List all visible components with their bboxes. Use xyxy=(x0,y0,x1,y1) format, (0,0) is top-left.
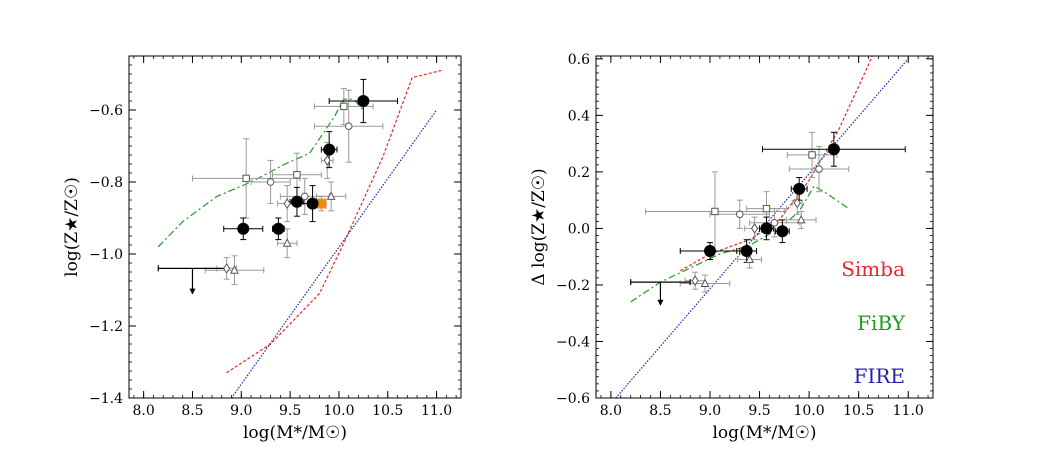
data-point-triangle xyxy=(745,254,755,264)
x-tick-label: 8.0 xyxy=(600,403,622,419)
data-point-square xyxy=(762,204,771,213)
data-point-triangle xyxy=(326,191,336,200)
x-tick-label: 11.0 xyxy=(421,403,452,419)
model-line-fire xyxy=(231,109,438,398)
x-tick-label: 8.5 xyxy=(649,403,671,419)
left-ticks: 8.0 8.5 9.0 9.5 10.0 10.5 11.0 −1.4 −1.2 −1.0 −0.8… xyxy=(89,55,461,419)
y-tick-label: −0.6 xyxy=(89,103,123,119)
data-point-square xyxy=(242,174,250,183)
y-tick-label: 0.0 xyxy=(568,221,590,237)
data-point-diamond xyxy=(691,275,699,287)
right-data-points xyxy=(691,143,840,288)
model-line-fiby xyxy=(157,98,364,248)
data-point-diamond xyxy=(793,197,801,209)
x-tick-label: 10.5 xyxy=(372,403,403,419)
x-tick-label: 8.5 xyxy=(181,403,203,419)
right-axes-frame xyxy=(595,55,934,399)
data-point-filled xyxy=(237,222,250,235)
data-point-square xyxy=(340,102,348,111)
data-point-triangle xyxy=(282,238,292,247)
left-panel: 8.0 8.5 9.0 9.5 10.0 10.5 11.0 −1.4 −1.2 −1.0 −0.8… xyxy=(62,55,462,443)
legend-entry-fiby: FiBY xyxy=(857,311,906,335)
upper-limit xyxy=(630,279,691,306)
y-tick-label: 0.2 xyxy=(568,165,590,181)
left-x-axis-label: log(M*/M☉) xyxy=(243,423,347,443)
data-point-filled xyxy=(776,225,789,238)
data-point-filled xyxy=(793,182,806,195)
data-point-circle xyxy=(815,165,823,173)
data-point-diamond xyxy=(323,154,331,166)
data-point-square xyxy=(293,171,301,179)
y-tick-label: −0.4 xyxy=(556,334,590,350)
data-point-circle xyxy=(344,122,353,130)
x-tick-label: 9.5 xyxy=(279,403,301,419)
data-point-filled xyxy=(323,143,336,156)
left-error-bars xyxy=(157,78,399,295)
x-tick-label: 10.0 xyxy=(794,403,825,419)
model-line-simba xyxy=(226,69,442,374)
legend-entry-fire: FIRE xyxy=(854,364,905,388)
model-line-fire xyxy=(615,58,909,398)
right-panel: 8.0 8.5 9.0 9.5 10.0 10.5 11.0 −0.6 −0.4 −0.2 0.0 0… xyxy=(529,52,934,443)
x-tick-label: 8.0 xyxy=(133,403,155,419)
x-tick-label: 9.0 xyxy=(230,403,252,419)
legend: Simba FiBY FIRE xyxy=(841,257,906,388)
data-point-square xyxy=(808,151,816,159)
left-y-axis-label: log(Z★/Z☉) xyxy=(62,177,82,277)
x-tick-label: 10.0 xyxy=(323,403,354,419)
data-point-circle xyxy=(735,210,744,219)
y-tick-label: 0.4 xyxy=(568,108,590,124)
data-point-filled xyxy=(306,197,319,210)
data-point-circle xyxy=(770,218,779,227)
y-tick-label: −1.0 xyxy=(89,247,123,263)
y-tick-label: −0.2 xyxy=(556,278,590,294)
data-point-diamond xyxy=(750,223,759,234)
right-ticks: 8.0 8.5 9.0 9.5 10.0 10.5 11.0 −0.6 −0.4 −0.2 0.0 0… xyxy=(556,52,933,419)
data-point-filled xyxy=(827,143,840,156)
y-tick-label: 0.6 xyxy=(568,52,590,68)
left-data-points xyxy=(223,95,370,274)
upper-limit xyxy=(157,265,228,295)
x-tick-label: 10.5 xyxy=(843,403,874,419)
data-point-circle xyxy=(300,192,309,201)
y-tick-label: −0.6 xyxy=(556,391,590,407)
x-tick-label: 9.5 xyxy=(748,403,770,419)
data-point-square xyxy=(711,207,719,216)
data-point-orange-square xyxy=(316,198,327,209)
data-point-triangle xyxy=(230,265,239,274)
data-point-filled xyxy=(290,195,303,208)
left-model-lines xyxy=(157,69,442,398)
model-line-simba xyxy=(680,56,873,272)
data-point-filled xyxy=(272,222,285,235)
right-y-axis-label: Δ log(Z★/Z☉) xyxy=(529,168,549,285)
data-point-diamond xyxy=(283,198,291,210)
right-x-axis-label: log(M*/M☉) xyxy=(712,423,816,443)
data-point-filled xyxy=(740,245,753,258)
y-tick-label: −1.2 xyxy=(89,319,123,335)
y-tick-label: −0.8 xyxy=(89,175,123,191)
data-point-triangle xyxy=(796,214,806,224)
legend-entry-simba: Simba xyxy=(841,257,905,281)
data-point-filled xyxy=(760,222,773,235)
x-tick-label: 11.0 xyxy=(893,403,924,419)
y-tick-label: −1.4 xyxy=(89,391,123,407)
data-point-triangle xyxy=(700,278,710,288)
data-point-filled xyxy=(703,245,716,258)
data-point-diamond xyxy=(223,262,231,274)
data-point-filled xyxy=(357,95,370,107)
data-point-circle xyxy=(266,178,275,186)
x-tick-label: 9.0 xyxy=(699,403,721,419)
left-axes-frame xyxy=(128,55,462,399)
